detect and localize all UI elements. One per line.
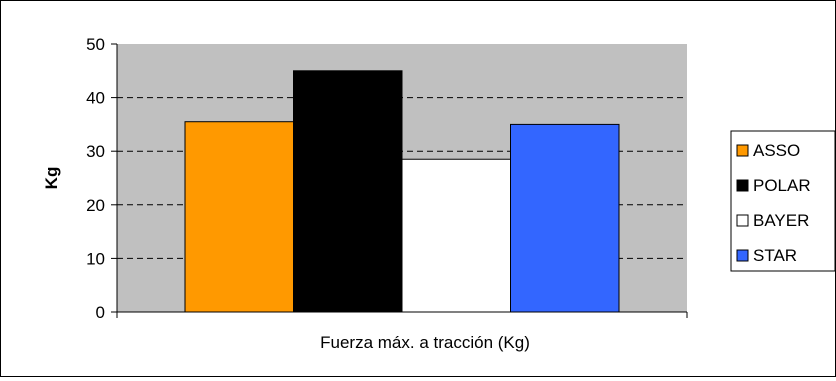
axes (111, 43, 688, 318)
y-tick-label: 50 (86, 35, 105, 54)
y-tick-label: 30 (86, 142, 105, 161)
legend-swatch-asso (736, 144, 749, 157)
legend-swatch-bayer (736, 214, 749, 227)
legend-label-polar: POLAR (753, 176, 811, 195)
y-axis-label: Kg (42, 167, 61, 190)
bar-polar (293, 70, 403, 313)
y-tick-label: 0 (96, 303, 105, 322)
y-tick-label: 40 (86, 89, 105, 108)
legend-label-asso: ASSO (753, 141, 800, 160)
y-tick-label: 10 (86, 249, 105, 268)
legend-swatch-star (736, 249, 749, 262)
bar-bayer (401, 158, 511, 313)
legend-swatch-polar (736, 179, 749, 192)
legend-label-bayer: BAYER (753, 211, 809, 230)
bar-asso (184, 121, 294, 313)
bar-star (510, 123, 620, 313)
legend-label-star: STAR (753, 246, 797, 265)
legend: ASSO POLAR BAYER STAR (730, 130, 836, 272)
x-axis-label: Fuerza máx. a tracción (Kg) (320, 333, 530, 352)
y-tick-labels: 0 10 20 30 40 50 (86, 35, 105, 322)
bars (184, 70, 620, 313)
y-tick-label: 20 (86, 196, 105, 215)
